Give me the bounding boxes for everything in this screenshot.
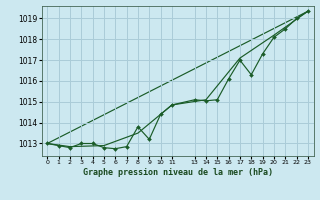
X-axis label: Graphe pression niveau de la mer (hPa): Graphe pression niveau de la mer (hPa) [83, 168, 273, 177]
